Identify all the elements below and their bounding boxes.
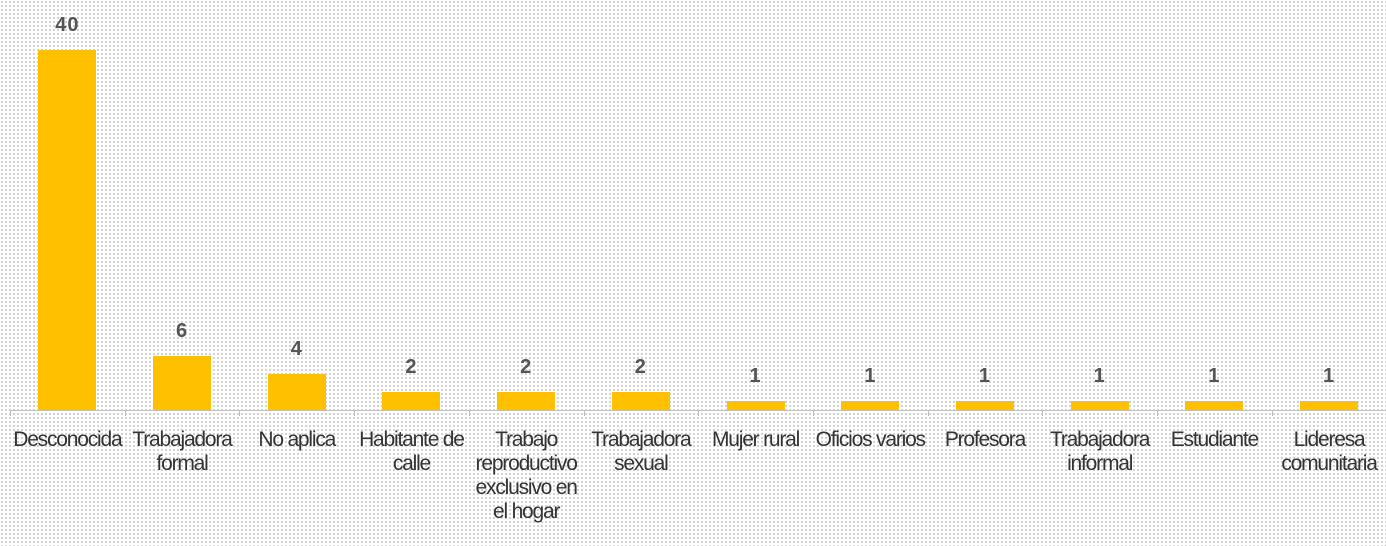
- bar: [611, 392, 670, 410]
- bar: [382, 392, 441, 410]
- x-tick: [10, 410, 11, 416]
- value-label: 1: [749, 365, 762, 387]
- x-tick-label: No aplica: [258, 428, 336, 451]
- x-tick-label: Habitante de calle: [359, 428, 465, 475]
- x-tick: [239, 410, 241, 416]
- x-tick: [927, 410, 929, 416]
- x-tick-label: Profesora: [944, 428, 1026, 451]
- bar: [841, 401, 900, 410]
- x-tick-label: Trabajadora informal: [1050, 428, 1150, 475]
- value-label: 2: [634, 356, 647, 378]
- bar: [1185, 401, 1244, 410]
- bar: [1300, 401, 1359, 410]
- x-tick: [698, 410, 700, 416]
- x-tick-label: Estudiante: [1170, 428, 1259, 451]
- x-tick: [124, 410, 126, 416]
- value-label: 2: [405, 356, 418, 378]
- bar: [497, 392, 556, 410]
- x-tick-label: Trabajo reproductivo exclusivo en el hog…: [475, 428, 578, 523]
- x-axis: [10, 410, 1386, 411]
- x-tick: [812, 410, 814, 416]
- value-label: 1: [864, 365, 877, 387]
- x-tick: [354, 410, 356, 416]
- value-label: 1: [978, 365, 991, 387]
- x-tick: [1271, 410, 1273, 416]
- bar: [38, 50, 97, 410]
- x-tick-label: Oficios varios: [815, 428, 926, 451]
- value-label: 1: [1208, 365, 1221, 387]
- x-tick-label: Trabajadora formal: [132, 428, 232, 475]
- bar: [267, 374, 326, 410]
- value-label: 40: [55, 14, 80, 36]
- x-tick: [583, 410, 585, 416]
- x-tick-label: Trabajadora sexual: [591, 428, 691, 475]
- bar: [1070, 401, 1129, 410]
- value-label: 1: [1322, 365, 1336, 387]
- value-label: 2: [520, 356, 533, 378]
- bar: [726, 401, 785, 410]
- value-label: 6: [175, 320, 189, 342]
- x-tick-label: Lideresa comunitaria: [1281, 428, 1378, 475]
- x-tick: [1042, 410, 1044, 416]
- x-tick-label: Desconocida: [13, 428, 122, 451]
- value-label: 4: [290, 338, 303, 360]
- x-tick-label: Mujer rural: [711, 428, 800, 451]
- bar: [153, 356, 212, 410]
- bar: [955, 401, 1014, 410]
- x-tick: [468, 410, 470, 416]
- x-tick: [1157, 410, 1158, 416]
- value-label: 1: [1093, 365, 1106, 387]
